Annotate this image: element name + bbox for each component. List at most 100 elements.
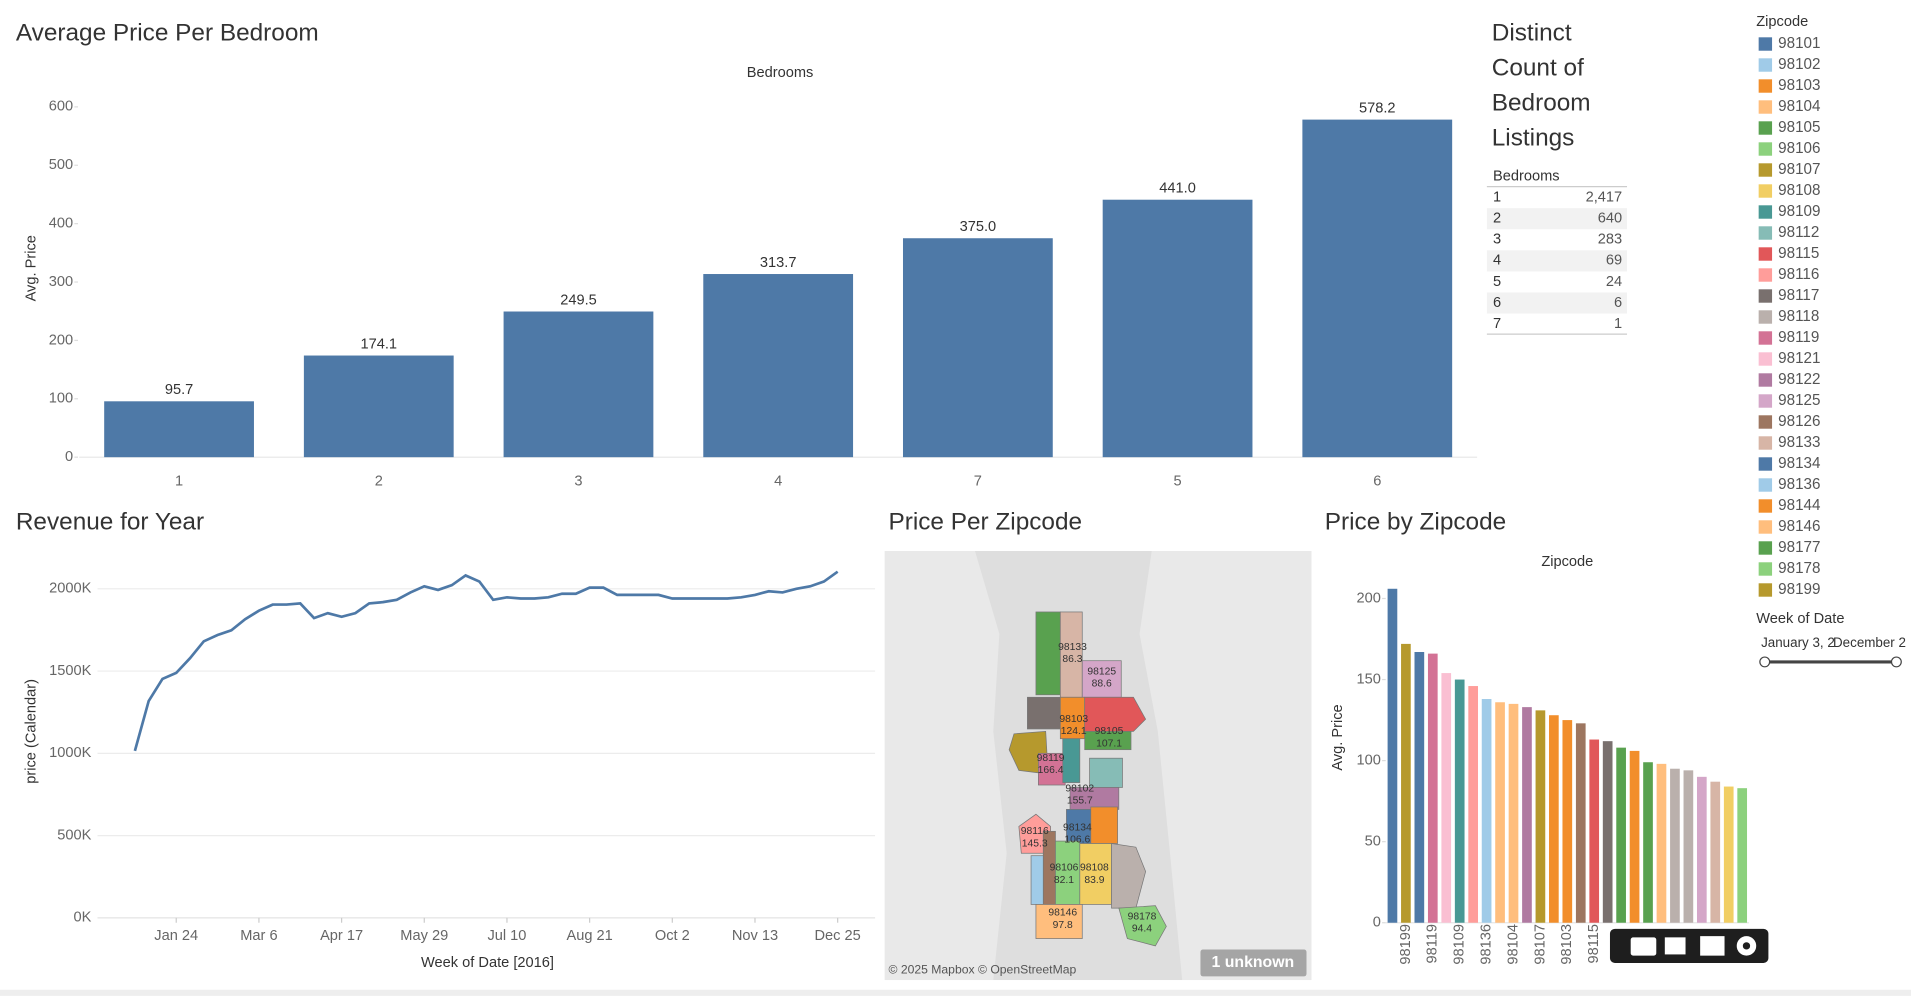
x-tick-label: 3 (574, 473, 582, 489)
slider-handle[interactable] (1890, 656, 1902, 668)
bar (1522, 707, 1532, 923)
region[interactable] (1079, 843, 1112, 905)
bar (1683, 770, 1694, 923)
x-tick-label: Apr 17 (320, 928, 363, 944)
legend-label: 98144 (1778, 497, 1821, 514)
bar (1616, 747, 1626, 923)
table-header: Bedrooms (1493, 169, 1560, 185)
bar (1643, 762, 1653, 923)
chart-title: Price by Zipcode (1325, 508, 1506, 535)
x-tick-label: Jul 10 (487, 928, 526, 944)
bar (1495, 702, 1505, 923)
y-axis-label: price (Calendar) (24, 679, 40, 784)
bar (503, 311, 654, 458)
line (133, 570, 839, 752)
region[interactable] (1027, 696, 1061, 730)
legend-label: 98109 (1778, 203, 1820, 220)
legend-label: 98115 (1778, 245, 1819, 262)
region[interactable] (1035, 904, 1083, 939)
x-tick-label: 98109 (1452, 924, 1468, 965)
bar (1535, 710, 1546, 923)
x-tick-label: 98119 (1425, 924, 1441, 964)
window-icon[interactable] (1700, 936, 1725, 956)
map[interactable]: © 2025 Mapbox © OpenStreetMap 1 unknown (884, 551, 1312, 981)
legend-swatch (1758, 310, 1773, 324)
legend-swatch (1758, 226, 1773, 240)
row-value: 640 (1598, 211, 1622, 227)
bar (1723, 786, 1734, 923)
region[interactable] (1084, 696, 1147, 732)
filter-start: January 3, 2 (1761, 635, 1835, 650)
legend-label: 98102 (1778, 56, 1820, 73)
y-tick-label: 100 (49, 391, 73, 407)
region[interactable] (1089, 757, 1123, 788)
zip-regions (1008, 611, 1167, 947)
legend-swatch (1758, 58, 1773, 72)
x-tick-label: Mar 6 (240, 928, 277, 944)
legend-label: 98122 (1778, 371, 1820, 388)
bar (1549, 715, 1559, 923)
row-shade (1486, 208, 1628, 230)
video-icon[interactable] (1664, 937, 1686, 955)
value-label: 441.0 (1159, 181, 1196, 197)
x-tick-label: Aug 21 (566, 928, 612, 944)
camera-icon[interactable] (1630, 937, 1657, 956)
bar (902, 238, 1053, 458)
row-value: 69 (1606, 253, 1622, 269)
chart-subtitle: Zipcode (1541, 554, 1593, 570)
row-shade (1486, 250, 1628, 272)
bar (1710, 781, 1721, 923)
legend-label: 98117 (1778, 287, 1819, 304)
y-tick-label: 50 (1365, 834, 1381, 850)
region[interactable] (1035, 611, 1061, 696)
y-tick-label: 0 (65, 449, 73, 465)
legend-swatch (1758, 373, 1773, 387)
y-tick-label: 400 (49, 216, 73, 232)
region[interactable] (1081, 660, 1122, 698)
y-tick-label: 2000K (49, 581, 92, 597)
region[interactable] (1118, 905, 1167, 947)
x-tick-label: 98115 (1586, 924, 1602, 964)
region-zip: 98102 (1065, 783, 1094, 794)
filter-end: December 2 (1833, 635, 1906, 650)
row-label: 3 (1493, 232, 1501, 248)
region[interactable] (1111, 843, 1147, 909)
legend-swatch (1758, 163, 1773, 177)
bar (1454, 679, 1465, 923)
slider-handle[interactable] (1759, 656, 1771, 668)
y-tick-label: 0 (1373, 915, 1381, 931)
bar (1401, 643, 1411, 923)
x-tick-label: 5 (1174, 473, 1182, 489)
legend-title: Zipcode (1756, 14, 1808, 30)
value-label: 578.2 (1359, 100, 1396, 116)
legend-swatch (1758, 541, 1773, 555)
x-tick-label: 98199 (1398, 924, 1414, 965)
region[interactable] (1038, 752, 1066, 786)
x-tick-label: 7 (974, 473, 982, 489)
legend-label: 98121 (1778, 350, 1820, 367)
region-zip: 98116 (1021, 826, 1049, 837)
value-label: 375.0 (960, 219, 997, 235)
region[interactable] (1030, 855, 1044, 905)
legend-swatch (1758, 583, 1773, 597)
row-value: 24 (1606, 274, 1622, 290)
row-shade (1486, 292, 1628, 314)
land (1139, 551, 1312, 981)
region[interactable] (1084, 731, 1132, 751)
legend-label: 98118 (1778, 308, 1819, 325)
bar (1441, 673, 1452, 923)
region[interactable] (1062, 738, 1081, 783)
value-label: 174.1 (360, 336, 397, 352)
legend-label: 98146 (1778, 518, 1820, 535)
region[interactable] (1090, 806, 1118, 844)
x-tick-label: Oct 2 (655, 928, 690, 944)
region-value: 166.4 (1038, 765, 1064, 776)
y-tick-label: 300 (49, 274, 73, 290)
legend-swatch (1758, 415, 1773, 429)
x-axis-label: Week of Date [2016] (421, 955, 554, 971)
bar (1670, 768, 1680, 923)
unknown-badge[interactable] (1200, 949, 1307, 977)
x-tick-label: Jan 24 (154, 928, 198, 944)
x-tick-label: 98107 (1532, 924, 1548, 965)
table-title: Bedroom (1492, 90, 1591, 117)
